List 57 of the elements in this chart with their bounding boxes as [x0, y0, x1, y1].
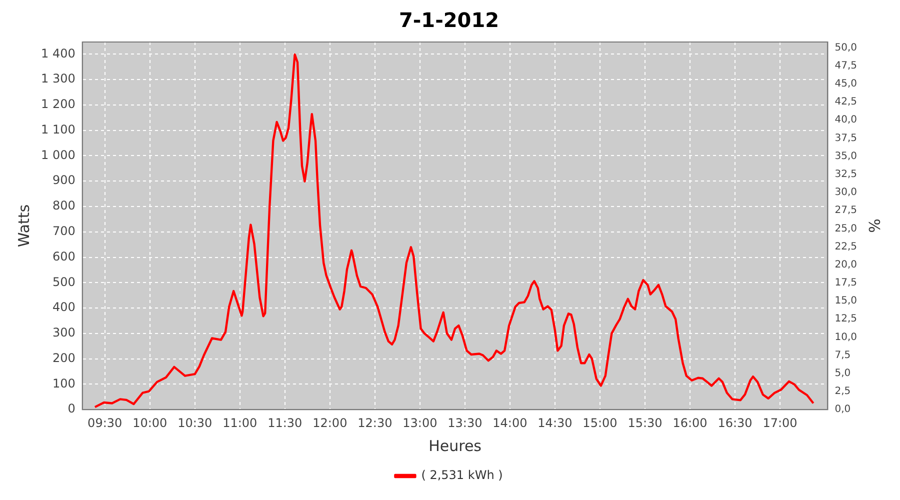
y2-tick-label: 42,5 [834, 96, 857, 108]
y-tick-label: 1 000 [40, 148, 76, 162]
x-tick-label: 11:30 [268, 416, 302, 430]
y-tick-label: 100 [52, 376, 76, 390]
y2-tick-label: 17,5 [834, 278, 857, 289]
x-tick-label: 09:30 [88, 416, 122, 430]
y2-tick-label: 47,5 [834, 60, 857, 72]
y-tick-label: 900 [52, 173, 76, 188]
chart-title: 7-1-2012 [398, 8, 500, 32]
x-tick-label: 11:00 [222, 416, 258, 430]
x-tick-label: 17:00 [762, 416, 798, 430]
x-tick-label: 13:00 [402, 416, 438, 430]
y2-tick-label: 50,0 [834, 42, 857, 54]
x-tick-label: 14:30 [538, 416, 572, 430]
y2-tick-label: 37,5 [834, 132, 857, 144]
y2-tick-label: 25,0 [834, 223, 857, 234]
y-tick-label: 1 100 [40, 122, 76, 136]
x-tick-label: 10:00 [132, 416, 168, 430]
y-tick-label: 700 [52, 224, 76, 238]
y2-tick-label: 35,0 [834, 150, 857, 162]
x-tick-label: 16:30 [718, 416, 752, 430]
legend-label: ( 2,531 kWh ) [421, 468, 503, 482]
y-tick-label: 1 400 [40, 46, 76, 60]
x-tick-label: 16:00 [672, 416, 708, 430]
y2-tick-label: 12,5 [834, 314, 857, 325]
y-tick-label: 800 [52, 198, 76, 213]
y2-tick-label: 45,0 [834, 78, 857, 90]
x-tick-label: 15:00 [582, 416, 618, 430]
y2-tick-label: 0,0 [834, 404, 851, 416]
x-tick-label: 15:30 [628, 416, 662, 430]
y2-tick-label: 32,5 [834, 169, 857, 180]
y-tick-label: 400 [52, 300, 76, 314]
x-tick-label: 10:30 [178, 416, 212, 430]
x-tick-label: 12:30 [358, 416, 392, 430]
x-tick-label: 14:00 [492, 416, 528, 430]
y-tick-label: 300 [52, 326, 76, 340]
y-tick-label: 200 [52, 350, 76, 365]
y2-tick-label: 7,5 [834, 350, 851, 361]
x-axis-title: Heures [428, 436, 482, 455]
x-tick-label: 12:00 [312, 416, 348, 430]
y-tick-label: 1 300 [40, 72, 76, 86]
y2-tick-label: 40,0 [834, 114, 857, 126]
y-tick-label: 500 [52, 274, 76, 289]
y2-tick-label: 20,0 [834, 259, 857, 270]
y-tick-label: 1 200 [40, 97, 76, 112]
y2-tick-label: 15,0 [834, 296, 857, 307]
y2-tick-label: 30,0 [834, 187, 857, 198]
x-tick-label: 13:30 [448, 416, 482, 430]
y2-axis-title: % [865, 218, 884, 233]
y-tick-label: 600 [52, 249, 76, 264]
y2-tick-label: 5,0 [834, 368, 851, 380]
y-tick-label: 0 [68, 402, 76, 416]
y2-tick-label: 22,5 [834, 241, 857, 252]
y-axis-title: Watts [14, 204, 33, 248]
y2-tick-label: 10,0 [834, 332, 857, 343]
y2-tick-label: 2,5 [834, 386, 851, 398]
y2-tick-label: 27,5 [834, 205, 857, 216]
